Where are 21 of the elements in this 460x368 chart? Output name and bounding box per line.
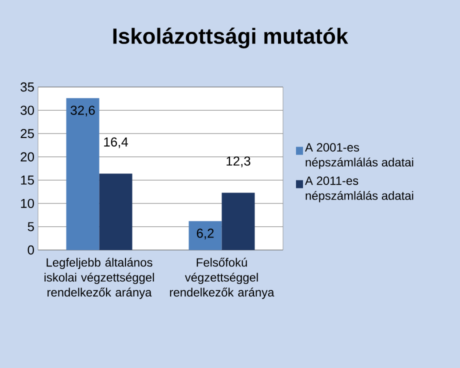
- y-tick-label: 10: [21, 198, 34, 208]
- y-tick-label: 15: [21, 176, 34, 185]
- y-tick-label: 35: [20, 82, 34, 92]
- data-label: 32,6: [70, 106, 95, 116]
- legend-label: A 2001-es népszámlálás adatai: [305, 143, 414, 169]
- bar: [66, 98, 100, 250]
- data-label: 16,4: [104, 137, 128, 148]
- y-tick-label: 5: [28, 222, 34, 232]
- bar: [222, 192, 255, 250]
- y-tick-label: 30: [20, 106, 34, 115]
- y-tick-label: 0: [28, 245, 34, 255]
- chart-title: Iskolázottsági mutatók: [113, 28, 348, 48]
- x-tick-label: Felsőfokú végzettséggel rendelkezők aránya: [170, 258, 274, 299]
- data-label: 12,3: [226, 156, 250, 168]
- legend-label: A 2011-es népszámlálás adatai: [305, 176, 414, 202]
- bar: [99, 174, 132, 250]
- data-label: 6,2: [196, 228, 214, 240]
- x-tick-label: Legfeljebb általános iskolai végzettséggel rendelkezők aránya: [44, 258, 154, 299]
- y-tick-label: 20: [20, 152, 34, 162]
- bar: [188, 221, 222, 250]
- y-tick-label: 25: [20, 128, 34, 138]
